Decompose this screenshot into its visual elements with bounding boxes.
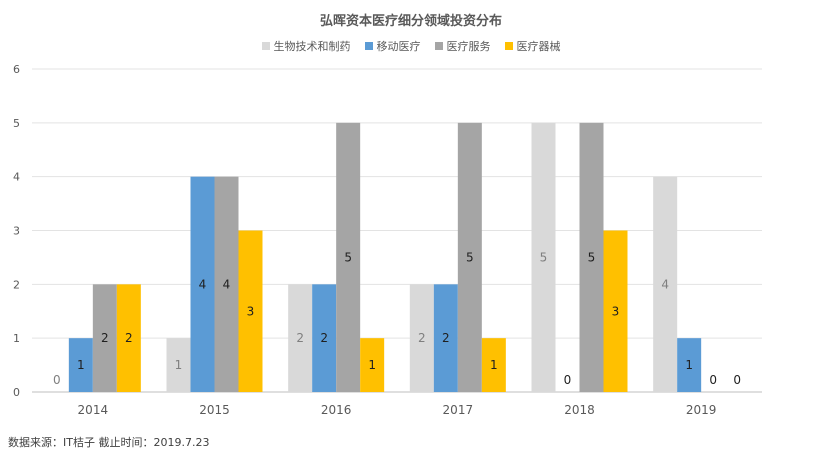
y-tick-label-1: 1: [13, 332, 20, 345]
legend-swatch-2: [434, 42, 443, 50]
data-label-2017-s2: 5: [466, 250, 474, 264]
y-tick-label-5: 5: [13, 117, 20, 130]
data-label-2016-s1: 2: [320, 331, 328, 345]
bar-2015-s3: [238, 230, 263, 392]
data-label-2019-s1: 1: [685, 358, 693, 372]
y-tick-label-3: 3: [13, 225, 20, 238]
data-label-2014-s0: 0: [53, 373, 61, 387]
data-label-2017-s0: 2: [418, 331, 426, 345]
y-tick-label-2: 2: [13, 278, 20, 291]
data-label-2016-s0: 2: [296, 331, 304, 345]
data-label-2018-s0: 5: [540, 250, 548, 264]
data-label-2017-s3: 1: [490, 358, 498, 372]
data-label-2018-s3: 3: [612, 304, 620, 318]
bar-2016-s0: [288, 284, 313, 392]
data-label-2014-s1: 1: [77, 358, 85, 372]
y-tick-label-0: 0: [13, 386, 20, 399]
legend-swatch-3: [504, 42, 513, 50]
bar-2014-s1: [68, 338, 93, 392]
chart-title: 弘晖资本医疗细分领域投资分布: [319, 14, 502, 29]
x-tick-label-2019: 2019: [686, 403, 717, 417]
bar-2016-s3: [360, 338, 385, 392]
x-tick-label-2017: 2017: [443, 403, 474, 417]
data-label-2015-s0: 1: [175, 358, 183, 372]
legend-label-0: 生物技术和制药: [273, 40, 351, 53]
legend-item-2: 医疗服务: [434, 38, 491, 54]
data-label-2015-s2: 4: [223, 277, 231, 291]
bar-2016-s1: [312, 284, 337, 392]
legend-item-3: 医疗器械: [504, 38, 561, 54]
data-label-2019-s3: 0: [733, 373, 741, 387]
bar-2017-s3: [481, 338, 506, 392]
legend: 生物技术和制药 移动医疗 医疗服务 医疗器械: [0, 38, 822, 54]
source-note: 数据来源：IT桔子 截止时间：2019.7.23: [8, 436, 210, 449]
bar-2018-s2: [579, 122, 604, 392]
y-tick-label-6: 6: [13, 63, 20, 76]
bar-2018-s0: [531, 122, 556, 392]
legend-item-1: 移动医疗: [364, 38, 421, 54]
legend-label-2: 医疗服务: [446, 40, 491, 53]
legend-item-0: 生物技术和制药: [261, 38, 351, 54]
bar-2015-s2: [214, 176, 239, 392]
bar-2017-s2: [457, 122, 482, 392]
bar-2016-s2: [336, 122, 361, 392]
bar-chart: 0 1 2 3 4 5 6 2014 0 1 2 2 2015 1 4 4 3 2016 2 2 5 1 2017 2 2 5 1 2…: [13, 63, 762, 417]
data-label-2014-s2: 2: [101, 331, 109, 345]
legend-label-3: 医疗器械: [516, 40, 561, 53]
x-tick-label-2016: 2016: [321, 403, 352, 417]
bar-2015-s0: [166, 338, 191, 392]
bar-2014-s3: [116, 284, 141, 392]
legend-swatch-1: [364, 42, 373, 50]
legend-swatch-0: [261, 42, 270, 50]
bar-2015-s1: [190, 176, 215, 392]
x-tick-label-2018: 2018: [564, 403, 595, 417]
bar-2018-s3: [603, 230, 628, 392]
x-tick-label-2014: 2014: [78, 403, 109, 417]
bar-2017-s0: [409, 284, 434, 392]
data-label-2019-s0: 4: [661, 277, 669, 291]
y-tick-label-4: 4: [13, 171, 20, 184]
data-label-2017-s1: 2: [442, 331, 450, 345]
data-label-2018-s2: 5: [588, 250, 596, 264]
data-label-2015-s3: 3: [247, 304, 255, 318]
x-tick-label-2015: 2015: [199, 403, 230, 417]
bar-2014-s2: [92, 284, 117, 392]
data-label-2015-s1: 4: [199, 277, 207, 291]
data-label-2016-s2: 5: [344, 250, 352, 264]
bar-2019-s0: [653, 176, 678, 392]
bar-2019-s1: [677, 338, 702, 392]
legend-label-1: 移动医疗: [376, 40, 421, 53]
data-label-2014-s3: 2: [125, 331, 133, 345]
data-label-2019-s2: 0: [709, 373, 717, 387]
data-label-2018-s1: 0: [564, 373, 572, 387]
data-label-2016-s3: 1: [368, 358, 376, 372]
bar-2017-s1: [433, 284, 458, 392]
